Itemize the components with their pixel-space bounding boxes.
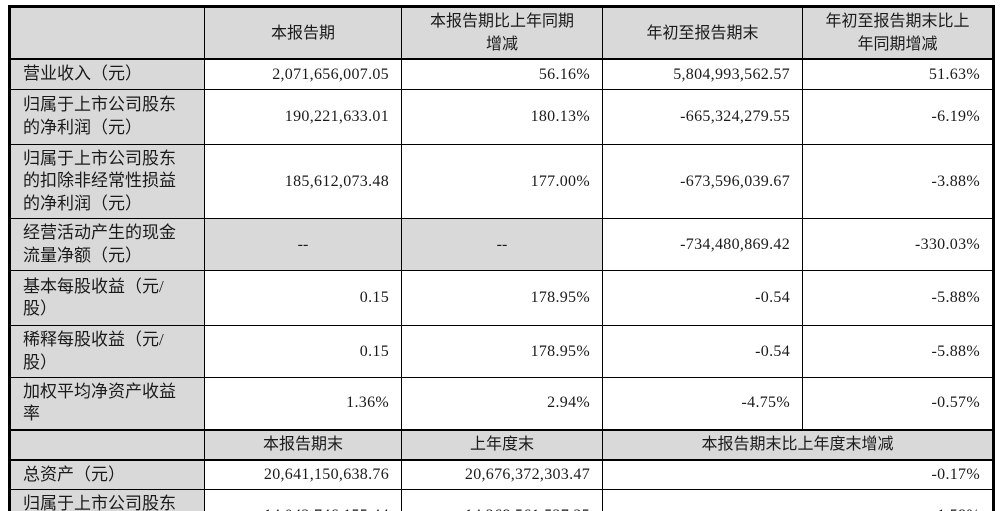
value-ytd: -0.54 bbox=[602, 270, 803, 327]
metric-label: 经营活动产生的现金 流量净额（元） bbox=[9, 218, 205, 272]
metric-label: 总资产（元） bbox=[9, 459, 205, 491]
column-header-ytd-yoy: 年初至报告期末比上 年同期增减 bbox=[802, 6, 994, 61]
table-row-diluted-eps: 稀释每股收益（元/ 股） 0.15 178.95% -0.54 -5.88% bbox=[9, 325, 994, 378]
value-current-period: 0.15 bbox=[204, 270, 402, 327]
value-ytd-yoy: -6.19% bbox=[802, 88, 994, 145]
value-prev-year-end: 14,268,561,527.35 bbox=[401, 489, 603, 511]
value-period-end-change: -0.17% bbox=[602, 459, 994, 491]
header-corner-cell bbox=[9, 428, 205, 461]
metric-label: 加权平均净资产收益 率 bbox=[9, 376, 205, 431]
value-ytd: -665,324,279.55 bbox=[602, 88, 803, 145]
value-current-period-yoy: 178.95% bbox=[401, 325, 603, 378]
value-current-period: 2,071,656,007.05 bbox=[204, 58, 402, 90]
metric-label: 归属于上市公司股东 的净利润（元） bbox=[9, 88, 205, 145]
value-ytd-yoy: 51.63% bbox=[802, 58, 994, 90]
value-ytd: -4.75% bbox=[602, 376, 803, 431]
metric-label: 归属于上市公司股东 的所有者权益（元） bbox=[9, 489, 205, 511]
table-row-net-profit-excl-nonrecurring: 归属于上市公司股东 的扣除非经常性损益 的净利润（元） 185,612,073.… bbox=[9, 143, 994, 220]
column-header-current-period-yoy: 本报告期比上年同期 增减 bbox=[401, 6, 603, 61]
value-ytd-yoy: -3.88% bbox=[802, 143, 994, 220]
value-ytd: -673,596,039.67 bbox=[602, 143, 803, 220]
value-ytd-yoy: -0.57% bbox=[802, 376, 994, 431]
metric-label: 稀释每股收益（元/ 股） bbox=[9, 325, 205, 378]
value-period-end-change: -1.58% bbox=[602, 489, 994, 511]
table-row-operating-cash-flow: 经营活动产生的现金 流量净额（元） -- -- -734,480,869.42 … bbox=[9, 218, 994, 272]
value-ytd: -0.54 bbox=[602, 325, 803, 378]
financial-summary-table: 本报告期 本报告期比上年同期 增减 年初至报告期末 年初至报告期末比上 年同期增… bbox=[8, 5, 995, 511]
value-ytd: -734,480,869.42 bbox=[602, 218, 803, 272]
value-current-period-yoy: -- bbox=[401, 218, 603, 272]
table-row-net-profit: 归属于上市公司股东 的净利润（元） 190,221,633.01 180.13%… bbox=[9, 88, 994, 145]
value-period-end: 14,042,746,155.44 bbox=[204, 489, 402, 511]
value-current-period-yoy: 180.13% bbox=[401, 88, 603, 145]
value-current-period: 1.36% bbox=[204, 376, 402, 431]
value-current-period-yoy: 56.16% bbox=[401, 58, 603, 90]
header-row-period: 本报告期 本报告期比上年同期 增减 年初至报告期末 年初至报告期末比上 年同期增… bbox=[9, 6, 994, 61]
value-ytd-yoy: -5.88% bbox=[802, 270, 994, 327]
value-ytd: 5,804,993,562.57 bbox=[602, 58, 803, 90]
value-current-period: 185,612,073.48 bbox=[204, 143, 402, 220]
column-header-period-end: 本报告期末 bbox=[204, 428, 402, 461]
value-current-period: 0.15 bbox=[204, 325, 402, 378]
table-row-total-assets: 总资产（元） 20,641,150,638.76 20,676,372,303.… bbox=[9, 459, 994, 491]
metric-label: 基本每股收益（元/ 股） bbox=[9, 270, 205, 327]
value-period-end: 20,641,150,638.76 bbox=[204, 459, 402, 491]
header-row-period-end: 本报告期末 上年度末 本报告期末比上年度末增减 bbox=[9, 428, 994, 461]
value-ytd-yoy: -5.88% bbox=[802, 325, 994, 378]
value-current-period-yoy: 177.00% bbox=[401, 143, 603, 220]
column-header-current-period: 本报告期 bbox=[204, 6, 402, 61]
value-current-period: -- bbox=[204, 218, 402, 272]
metric-label: 营业收入（元） bbox=[9, 58, 205, 90]
table-row-equity: 归属于上市公司股东 的所有者权益（元） 14,042,746,155.44 14… bbox=[9, 489, 994, 511]
value-current-period: 190,221,633.01 bbox=[204, 88, 402, 145]
column-header-ytd: 年初至报告期末 bbox=[602, 6, 803, 61]
header-corner-cell bbox=[9, 6, 205, 61]
metric-label: 归属于上市公司股东 的扣除非经常性损益 的净利润（元） bbox=[9, 143, 205, 220]
table-row-basic-eps: 基本每股收益（元/ 股） 0.15 178.95% -0.54 -5.88% bbox=[9, 270, 994, 327]
column-header-period-end-change: 本报告期末比上年度末增减 bbox=[602, 428, 994, 461]
value-ytd-yoy: -330.03% bbox=[802, 218, 994, 272]
table-row-revenue: 营业收入（元） 2,071,656,007.05 56.16% 5,804,99… bbox=[9, 58, 994, 90]
value-prev-year-end: 20,676,372,303.47 bbox=[401, 459, 603, 491]
value-current-period-yoy: 178.95% bbox=[401, 270, 603, 327]
value-current-period-yoy: 2.94% bbox=[401, 376, 603, 431]
table-row-weighted-avg-roe: 加权平均净资产收益 率 1.36% 2.94% -4.75% -0.57% bbox=[9, 376, 994, 431]
column-header-prev-year-end: 上年度末 bbox=[401, 428, 603, 461]
